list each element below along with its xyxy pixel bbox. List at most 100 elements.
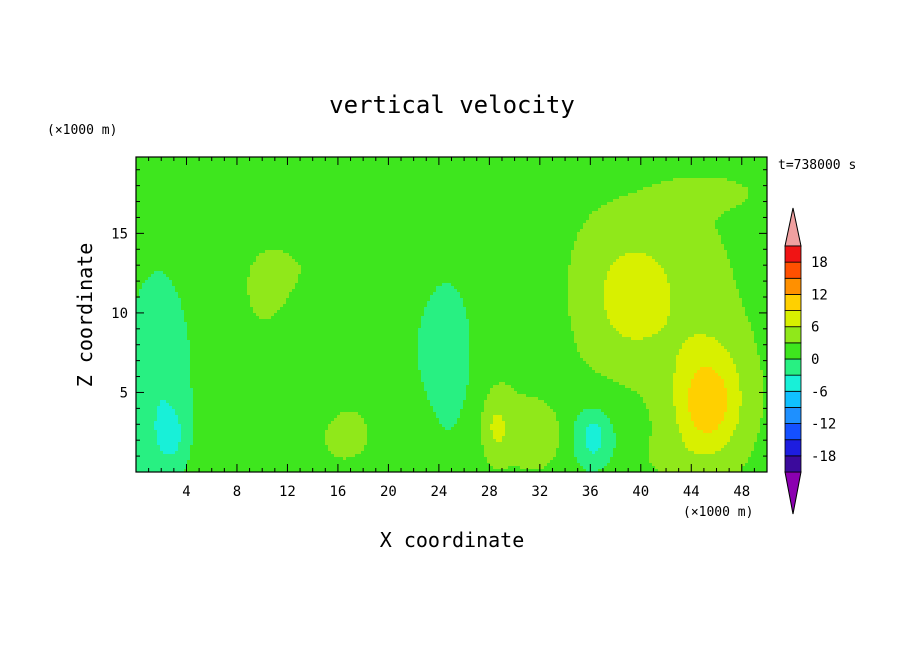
contour-cell <box>367 163 370 166</box>
contour-cell <box>514 178 517 181</box>
contour-cell <box>169 226 172 229</box>
contour-cell <box>172 223 175 226</box>
contour-cell <box>361 223 364 226</box>
contour-cell <box>634 172 637 175</box>
contour-cell <box>679 193 682 196</box>
contour-cell <box>397 208 400 211</box>
contour-cell <box>709 172 712 175</box>
contour-cell <box>154 190 157 193</box>
contour-cell <box>637 184 640 187</box>
contour-cell <box>757 172 760 175</box>
contour-cell <box>535 223 538 226</box>
contour-cell <box>304 214 307 217</box>
contour-cell <box>415 226 418 229</box>
contour-cell <box>277 166 280 169</box>
contour-cell <box>256 160 259 163</box>
contour-cell <box>250 190 253 193</box>
contour-cell <box>586 184 589 187</box>
contour-cell <box>181 178 184 181</box>
contour-cell <box>361 199 364 202</box>
contour-cell <box>667 217 670 220</box>
contour-cell <box>676 223 679 226</box>
contour-cell <box>298 166 301 169</box>
contour-cell <box>466 166 469 169</box>
contour-cell <box>241 217 244 220</box>
contour-cell <box>475 208 478 211</box>
contour-cell <box>190 223 193 226</box>
contour-cell <box>655 181 658 184</box>
contour-cell <box>394 172 397 175</box>
contour-cell <box>499 163 502 166</box>
contour-cell <box>487 226 490 229</box>
contour-cell <box>562 196 565 199</box>
contour-cell <box>205 166 208 169</box>
contour-cell <box>295 196 298 199</box>
contour-cell <box>151 199 154 202</box>
contour-cell <box>334 214 337 217</box>
contour-cell <box>715 217 718 220</box>
contour-cell <box>397 223 400 226</box>
contour-cell <box>679 178 682 181</box>
contour-cell <box>520 187 523 190</box>
contour-cell <box>673 214 676 217</box>
contour-cell <box>748 190 751 193</box>
contour-cell <box>736 166 739 169</box>
contour-cell <box>205 208 208 211</box>
contour-cell <box>220 226 223 229</box>
contour-cell <box>418 223 421 226</box>
contour-cell <box>445 175 448 178</box>
contour-cell <box>256 190 259 193</box>
contour-cell <box>349 217 352 220</box>
contour-cell <box>394 202 397 205</box>
contour-cell <box>181 175 184 178</box>
contour-cell <box>604 208 607 211</box>
contour-cell <box>604 181 607 184</box>
contour-cell <box>538 214 541 217</box>
contour-cell <box>319 208 322 211</box>
contour-cell <box>205 175 208 178</box>
contour-cell <box>505 172 508 175</box>
contour-cell <box>463 217 466 220</box>
contour-cell <box>610 175 613 178</box>
contour-cell <box>400 202 403 205</box>
contour-cell <box>526 181 529 184</box>
contour-cell <box>592 178 595 181</box>
contour-cell <box>607 214 610 217</box>
contour-cell <box>172 217 175 220</box>
contour-cell <box>442 160 445 163</box>
contour-cell <box>220 196 223 199</box>
contour-cell <box>706 184 709 187</box>
contour-cell <box>718 166 721 169</box>
contour-cell <box>634 175 637 178</box>
contour-cell <box>175 226 178 229</box>
contour-cell <box>280 187 283 190</box>
contour-cell <box>655 169 658 172</box>
contour-cell <box>286 184 289 187</box>
contour-cell <box>262 208 265 211</box>
contour-cell <box>400 217 403 220</box>
contour-cell <box>466 172 469 175</box>
contour-cell <box>181 163 184 166</box>
contour-cell <box>469 178 472 181</box>
contour-cell <box>526 163 529 166</box>
contour-cell <box>688 175 691 178</box>
contour-cell <box>406 199 409 202</box>
contour-cell <box>157 202 160 205</box>
contour-cell <box>154 172 157 175</box>
contour-cell <box>469 196 472 199</box>
contour-cell <box>322 211 325 214</box>
contour-cell <box>535 184 538 187</box>
contour-cell <box>745 199 748 202</box>
contour-cell <box>628 214 631 217</box>
contour-cell <box>472 196 475 199</box>
contour-cell <box>175 202 178 205</box>
contour-cell <box>445 178 448 181</box>
contour-cell <box>592 190 595 193</box>
contour-cell <box>478 193 481 196</box>
contour-cell <box>487 163 490 166</box>
contour-cell <box>406 166 409 169</box>
contour-cell <box>577 205 580 208</box>
contour-cell <box>655 220 658 223</box>
contour-cell <box>706 172 709 175</box>
contour-cell <box>574 175 577 178</box>
